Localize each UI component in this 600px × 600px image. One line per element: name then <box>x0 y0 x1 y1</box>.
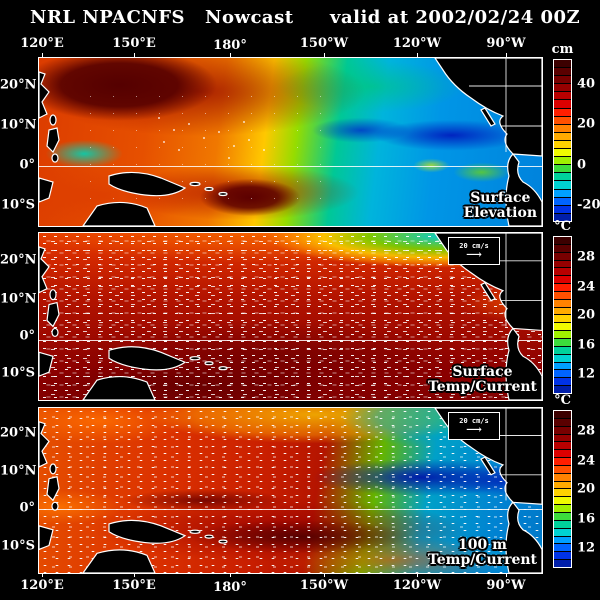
lon-label-top: 120°E <box>20 36 64 51</box>
panel-label-line1: Surface <box>470 189 531 206</box>
lat-label: 20°N <box>0 425 37 441</box>
colorbar-unit: °C <box>554 219 571 234</box>
axis-tick <box>230 53 231 57</box>
lat-label: 10°N <box>0 117 37 133</box>
lat-label: 10°S <box>1 538 35 554</box>
lat-label: 10°N <box>0 463 37 479</box>
lat-label: 10°S <box>1 365 35 381</box>
land-coastline-overlay <box>39 58 542 226</box>
axis-tick <box>324 53 325 57</box>
colorbar-tick: 24 <box>577 453 596 469</box>
colorbar-tick: 40 <box>577 76 596 92</box>
axis-tick <box>324 573 325 577</box>
lat-label: 20°N <box>0 252 37 268</box>
colorbar-tick: 20 <box>577 481 596 497</box>
page-title-valid-time: valid at 2002/02/24 00Z <box>330 7 581 28</box>
lon-label-top: 90°W <box>486 36 526 51</box>
colorbar-tick: 0 <box>577 157 587 173</box>
colorbar-tick: 12 <box>577 540 596 556</box>
lon-label-top: 180° <box>213 38 247 53</box>
axis-tick <box>42 53 43 57</box>
axis-tick <box>42 573 43 577</box>
reference-arrow-icon: ⟶ <box>466 247 482 261</box>
panel-label-line1: 100 m <box>458 536 507 553</box>
page-title-agency: NRL NPACNFS <box>30 7 186 28</box>
lon-label-bottom: 120°W <box>392 578 442 593</box>
page-title-product: Nowcast <box>205 7 294 28</box>
lon-label-top: 120°W <box>392 36 442 51</box>
axis-tick <box>417 573 418 577</box>
colorbar-surface-temp: °C 28 24 20 16 12 <box>553 219 595 394</box>
lon-label-bottom: 120°E <box>20 578 64 593</box>
axis-tick <box>506 573 507 577</box>
colorbar-unit: °C <box>554 393 571 408</box>
panel-label: Surface Temp/Current <box>427 363 537 396</box>
lat-label: 0° <box>19 157 35 173</box>
reference-vector-label: 20 cm/s <box>459 416 489 425</box>
colorbar-tick: -20 <box>577 197 600 213</box>
panel-label-line2: Temp/Current <box>427 552 537 569</box>
panel-label-line2: Temp/Current <box>427 379 537 396</box>
lon-label-bottom: 150°E <box>112 578 156 593</box>
lat-label: 0° <box>19 328 35 344</box>
axis-tick <box>134 53 135 57</box>
lon-label-top: 150°W <box>299 36 349 51</box>
axis-tick <box>417 53 418 57</box>
panel-100m-temp-current: 20 cm/s ⟶ 100 m Temp/Current <box>38 407 543 574</box>
colorbar-tick: 16 <box>577 511 596 527</box>
panel-surface-temp-current: 20 cm/s ⟶ Surface Temp/Current <box>38 232 543 401</box>
panel-label: 100 m Temp/Current <box>427 536 537 569</box>
lon-label-top: 150°E <box>112 36 156 51</box>
colorbar-tick: 20 <box>577 116 596 132</box>
lon-label-bottom: 180° <box>213 580 247 595</box>
equator-line <box>39 339 542 341</box>
island-dots <box>158 117 265 159</box>
land-grid-lines <box>469 58 542 152</box>
colorbar-tick: 16 <box>577 337 596 353</box>
reference-vector-label: 20 cm/s <box>459 241 489 250</box>
lat-label: 10°S <box>1 197 35 213</box>
panel-label-line1: Surface <box>452 363 513 380</box>
colorbar-tick: 20 <box>577 307 596 323</box>
reference-arrow-icon: ⟶ <box>466 422 482 436</box>
lat-label: 20°N <box>0 77 37 93</box>
colorbar-tick: 24 <box>577 279 596 295</box>
colorbar-100m-temp: °C 28 24 20 16 12 <box>553 393 595 568</box>
colorbar-tick: 28 <box>577 423 596 439</box>
axis-tick <box>506 53 507 57</box>
panel-label-line2: Elevation <box>463 205 537 222</box>
panel-surface-elevation: Surface Elevation <box>38 57 543 227</box>
colorbar-elevation: cm 40 20 0 -20 <box>552 42 600 222</box>
panel-label: Surface Elevation <box>463 189 537 222</box>
lat-label: 10°N <box>0 291 37 307</box>
lon-label-bottom: 90°W <box>486 578 526 593</box>
equator-line <box>39 165 542 167</box>
colorbar-tick: 12 <box>577 366 596 382</box>
reference-vector-box: 20 cm/s ⟶ <box>448 237 500 265</box>
lon-label-bottom: 150°W <box>299 578 349 593</box>
colorbar-tick: 28 <box>577 249 596 265</box>
colorbar-unit: cm <box>551 42 574 57</box>
equator-line <box>39 508 542 510</box>
reference-vector-box: 20 cm/s ⟶ <box>448 412 500 440</box>
axis-tick <box>230 573 231 577</box>
axis-tick <box>134 573 135 577</box>
lat-label: 0° <box>19 500 35 516</box>
